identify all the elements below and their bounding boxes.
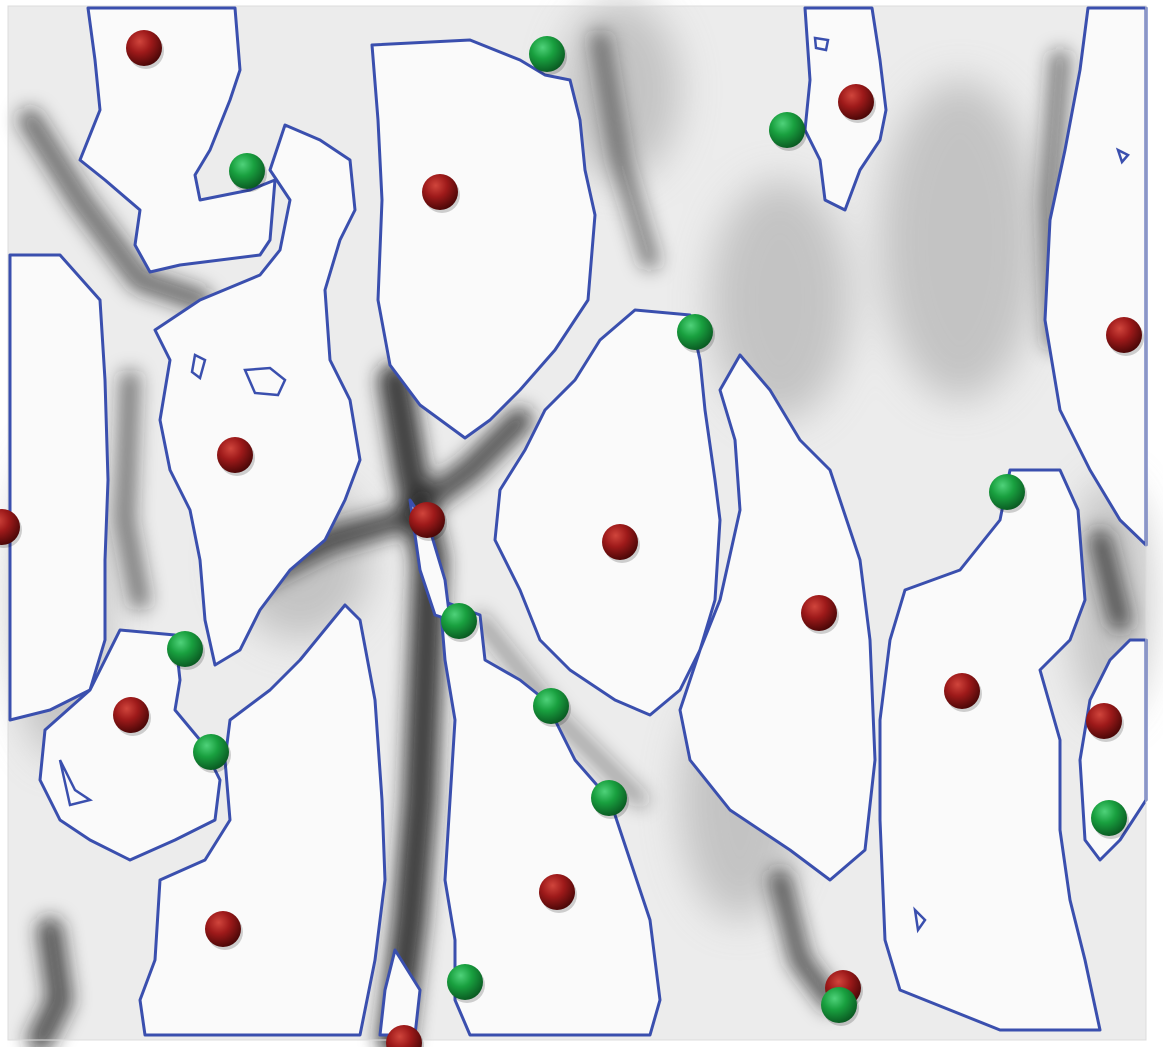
red-marker-layer [0,30,1144,1047]
cell-contour [678,353,877,882]
green-marker-layer [167,36,1129,1026]
green-marker [447,964,485,1003]
cell-contour [370,38,597,440]
red-marker [1086,703,1124,742]
cell-regions [8,6,1148,1037]
red-marker [602,524,640,563]
green-marker [167,631,205,670]
red-marker [944,673,982,712]
green-marker [193,734,231,773]
cell-contour [8,253,110,722]
green-marker [441,603,479,642]
red-marker [801,595,839,634]
red-marker [838,84,876,123]
red-marker [409,502,447,541]
green-marker [591,780,629,819]
red-marker [205,911,243,950]
inner-contours [58,36,1130,934]
green-marker [769,112,807,151]
red-marker [539,874,577,913]
green-marker [989,474,1027,513]
red-marker [386,1025,424,1047]
cell-contour [878,468,1102,1032]
green-marker [533,688,571,727]
red-marker [126,30,164,69]
cell-contour [438,598,662,1037]
cell-contour [78,6,277,274]
red-marker [217,437,255,476]
green-marker [677,314,715,353]
cell-contour [153,123,362,667]
green-marker [1091,800,1129,839]
red-marker [113,697,151,736]
red-marker [1106,317,1144,356]
cell-contour [493,308,722,717]
green-marker [529,36,567,75]
cell-contour [138,603,387,1037]
green-marker [821,987,859,1026]
membrane-stain [18,30,1131,1047]
red-marker [0,509,22,548]
green-marker [229,153,267,192]
red-marker [422,174,460,213]
